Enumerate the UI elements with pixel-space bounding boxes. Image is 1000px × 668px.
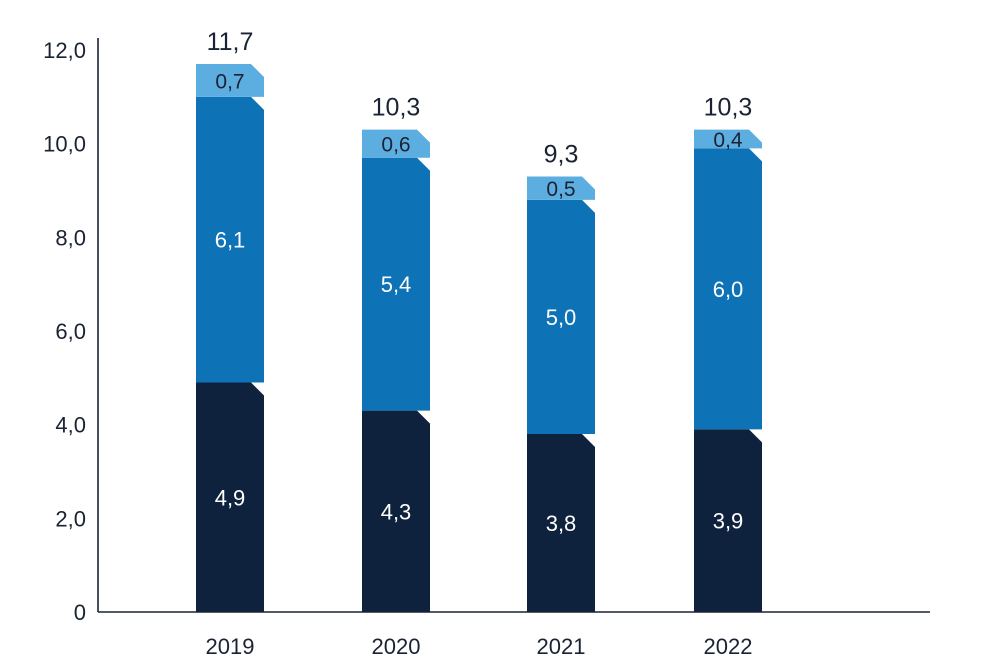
y-tick-label: 6,0 xyxy=(55,319,86,344)
segment-value-label: 0,4 xyxy=(713,129,743,152)
bar-total-label: 11,7 xyxy=(207,28,254,56)
bar-segment xyxy=(196,96,264,383)
segment-value-label: 3,8 xyxy=(546,511,577,536)
bar-segment xyxy=(362,129,430,158)
x-tick-label: 2019 xyxy=(206,634,255,659)
segment-value-label: 6,1 xyxy=(215,228,246,253)
bar-total-label: 10,3 xyxy=(372,94,421,122)
segment-value-label: 4,9 xyxy=(215,485,246,510)
segment-value-label: 0,5 xyxy=(546,178,575,201)
bar-total-label: 9,3 xyxy=(544,140,579,168)
segment-value-label: 0,6 xyxy=(381,134,410,157)
segment-value-label: 0,7 xyxy=(215,70,244,93)
y-tick-label: 4,0 xyxy=(55,413,86,438)
segment-value-label: 4,3 xyxy=(381,499,412,524)
bar-segment xyxy=(527,176,595,200)
y-tick-label: 10,0 xyxy=(43,132,86,157)
bar-segment xyxy=(362,157,430,411)
x-axis-ticks: 2019 2020 2021 2022 xyxy=(206,634,753,659)
bar-segment xyxy=(694,429,762,612)
x-tick-label: 2022 xyxy=(704,634,753,659)
y-tick-label: 2,0 xyxy=(55,506,86,531)
y-axis-ticks: 0 2,0 4,0 6,0 8,0 10,0 12,0 xyxy=(43,38,86,625)
bar-total-label: 10,3 xyxy=(704,94,753,122)
segment-value-labels: 4,9 6,1 0,7 4,3 5,4 0,6 3,8 5,0 0,5 3,9 6,0 0,4 xyxy=(215,70,744,536)
bar-segment xyxy=(196,382,264,612)
x-tick-label: 2020 xyxy=(372,634,421,659)
bar-segment xyxy=(694,129,762,149)
bar-segment xyxy=(527,434,595,612)
bar-segment xyxy=(362,410,430,612)
segment-value-label: 5,4 xyxy=(381,272,412,297)
segment-value-label: 6,0 xyxy=(713,277,744,302)
y-tick-label: 12,0 xyxy=(43,38,86,63)
bar-segment xyxy=(694,148,762,430)
segment-value-label: 5,0 xyxy=(546,305,577,330)
bar-segment xyxy=(196,64,264,97)
segment-value-label: 3,9 xyxy=(713,509,744,534)
y-tick-label: 8,0 xyxy=(55,225,86,250)
y-tick-label: 0 xyxy=(74,600,86,625)
bar-segment xyxy=(527,199,595,435)
bar-stacks xyxy=(196,64,762,612)
bar-total-labels: 11,7 10,3 9,3 10,3 xyxy=(207,28,753,168)
x-tick-label: 2021 xyxy=(537,634,586,659)
